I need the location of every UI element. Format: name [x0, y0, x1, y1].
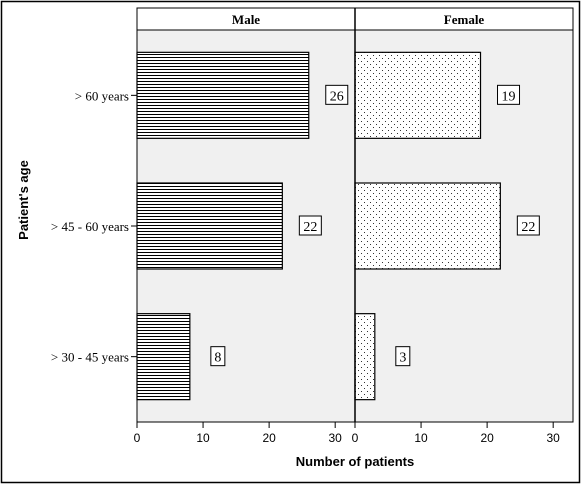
data-label-box [497, 84, 521, 105]
y-tick-label: > 45 - 60 years [51, 219, 129, 234]
panel-title-female: Female [444, 12, 485, 27]
panel-title-male: Male [232, 12, 260, 27]
bar [354, 51, 482, 139]
bar [136, 313, 191, 401]
x-tick-label: 30 [547, 431, 561, 445]
bar [354, 182, 501, 270]
y-tick-label: > 30 - 45 years [51, 350, 129, 365]
x-tick-label: 0 [134, 431, 141, 445]
data-label-box [395, 346, 411, 367]
x-axis-title: Number of patients [296, 454, 414, 469]
y-axis-title: Patient's age [16, 160, 31, 240]
data-label: 8 [214, 351, 221, 366]
data-label: 19 [502, 89, 516, 104]
data-label-box [298, 215, 322, 236]
bar [136, 182, 283, 270]
data-label: 26 [330, 89, 344, 104]
bar [136, 51, 310, 139]
x-tick-label: 10 [414, 431, 428, 445]
x-tick-label: 30 [329, 431, 343, 445]
data-label: 22 [303, 220, 317, 235]
data-label: 22 [521, 220, 535, 235]
x-tick-label: 20 [262, 431, 276, 445]
bar [354, 313, 376, 401]
data-label: 3 [399, 351, 406, 366]
y-tick-label: > 60 years [75, 88, 129, 103]
x-tick-label: 0 [352, 431, 359, 445]
data-label-box [325, 84, 349, 105]
data-label-box [516, 215, 540, 236]
x-tick-label: 20 [480, 431, 494, 445]
x-tick-label: 10 [196, 431, 210, 445]
data-label-box [210, 346, 226, 367]
